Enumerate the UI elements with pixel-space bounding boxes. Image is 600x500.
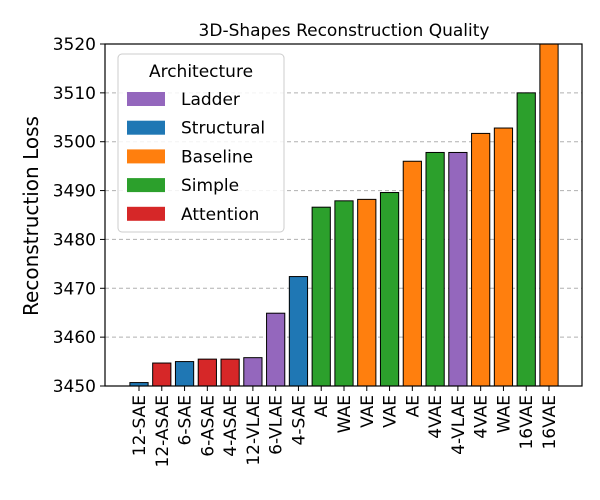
y-tick-label: 3500 (53, 133, 96, 153)
x-tick-label: AE (403, 395, 423, 417)
y-tick-label: 3460 (53, 328, 96, 348)
x-tick-label: WAE (494, 395, 514, 433)
legend-swatch (127, 178, 165, 193)
y-tick-label: 3470 (53, 279, 96, 299)
legend-title: Architecture (149, 62, 253, 82)
x-tick-label: 4-VLAE (449, 395, 469, 455)
bar (516, 92, 536, 387)
bar (539, 43, 559, 387)
bar (493, 127, 514, 387)
bar (311, 206, 331, 387)
bar (425, 151, 445, 387)
bar (471, 132, 491, 387)
legend-entry-label: Attention (181, 205, 259, 225)
x-tick-label: 6-VLAE (267, 395, 287, 455)
y-ticks: 3450 3460 3470 3480 3490 3500 3510 3520 (53, 35, 105, 397)
x-tick-label: 6-SAE (176, 395, 196, 445)
x-tick-label: 4VAE (472, 395, 492, 439)
x-tick-label: 4-SAE (289, 395, 309, 445)
bar (243, 357, 263, 387)
y-tick-label: 3520 (53, 35, 96, 55)
x-tick-label: 6-ASAE (198, 395, 218, 457)
y-axis-label: Reconstruction Loss (19, 116, 43, 316)
legend-swatch (127, 206, 165, 221)
x-tick-label: 16VAE (517, 395, 537, 450)
bar (197, 358, 217, 387)
legend-swatch (127, 120, 165, 135)
y-tick-label: 3450 (53, 377, 96, 397)
y-tick-label: 3490 (53, 182, 96, 202)
x-tick-label: VAE (358, 395, 378, 428)
bar (174, 361, 195, 387)
x-tick-label: WAE (335, 395, 355, 433)
legend-entry-label: Structural (181, 119, 265, 139)
legend-entry-label: Baseline (181, 147, 253, 167)
legend-swatch (127, 149, 165, 164)
bars (129, 43, 559, 387)
bar (402, 160, 422, 387)
bar (379, 192, 400, 387)
legend-swatch (127, 92, 165, 106)
x-ticks: 12-SAE 12-ASAE 6-SAE 6-ASAE 4-ASAE 12-VLAE 6-V… (130, 386, 560, 468)
y-tick-label: 3510 (53, 84, 96, 104)
legend: Architecture Ladder Structural Baseline Sim… (117, 53, 285, 233)
x-tick-label: 12-VLAE (244, 395, 264, 466)
chart-title: 3D-Shapes Reconstruction Quality (199, 21, 490, 41)
x-tick-label: 4VAE (426, 395, 446, 439)
x-tick-label: 4-ASAE (221, 395, 241, 457)
x-tick-label: VAE (381, 395, 401, 428)
y-tick-label: 3480 (53, 230, 96, 250)
bar (288, 276, 309, 387)
x-tick-label: 12-ASAE (153, 395, 173, 468)
x-tick-label: AE (312, 395, 332, 417)
legend-entry-label: Ladder (181, 90, 240, 110)
legend-entries: Ladder Structural Baseline Simple Attention (127, 90, 265, 225)
x-tick-label: 16VAE (540, 395, 560, 450)
bar (152, 362, 172, 387)
bar (334, 200, 354, 387)
bar (266, 312, 286, 387)
bar (357, 198, 377, 387)
x-tick-label: 12-SAE (130, 395, 150, 456)
bar (448, 151, 468, 387)
legend-entry-label: Simple (181, 176, 239, 196)
bar (220, 358, 240, 387)
